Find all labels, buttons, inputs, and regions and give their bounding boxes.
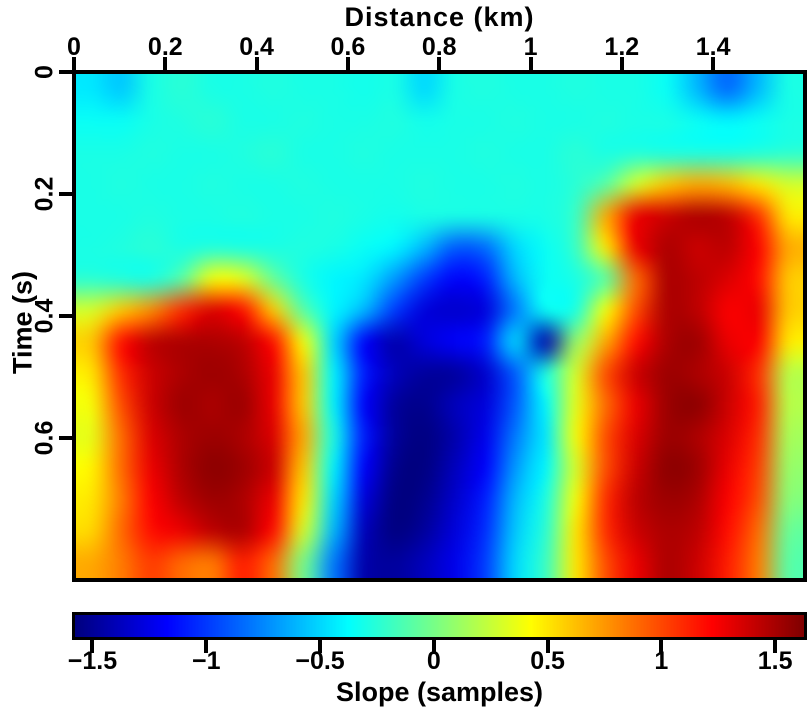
tick-mark bbox=[318, 640, 323, 653]
tick-mark bbox=[90, 640, 95, 653]
tick-mark bbox=[711, 57, 716, 70]
colorbar-canvas bbox=[75, 615, 804, 637]
tick-mark bbox=[431, 640, 436, 653]
tick-mark bbox=[59, 313, 72, 318]
x-tick-label: 1 bbox=[523, 33, 538, 61]
x-tick-label: 0 bbox=[67, 33, 81, 61]
tick-mark bbox=[545, 640, 550, 653]
x-tick-label: 0.2 bbox=[147, 33, 183, 61]
tick-mark bbox=[773, 640, 778, 653]
x-tick-label: 1.4 bbox=[695, 33, 731, 61]
colorbar-tick-label: 0.5 bbox=[530, 647, 565, 675]
heatmap-plot-area bbox=[72, 70, 807, 582]
tick-mark bbox=[59, 191, 72, 196]
tick-mark bbox=[619, 57, 624, 70]
colorbar bbox=[72, 612, 807, 640]
y-tick-label: 0.4 bbox=[30, 298, 59, 334]
y-tick-label: 0.2 bbox=[30, 176, 59, 212]
colorbar-tick-label: −1.5 bbox=[67, 647, 118, 675]
tick-mark bbox=[254, 57, 259, 70]
colorbar-tick-label: −1 bbox=[191, 647, 221, 675]
tick-mark bbox=[59, 435, 72, 440]
tick-mark bbox=[528, 57, 533, 70]
colorbar-title: Slope (samples) bbox=[335, 677, 544, 707]
y-tick-label: 0.6 bbox=[30, 420, 59, 456]
x-axis-title: Distance (km) bbox=[344, 2, 535, 32]
tick-mark bbox=[345, 57, 350, 70]
tick-mark bbox=[659, 640, 664, 653]
y-tick-label: 0 bbox=[30, 65, 59, 79]
tick-mark bbox=[59, 70, 72, 74]
tick-mark bbox=[204, 640, 209, 653]
x-tick-label: 0.6 bbox=[330, 33, 366, 61]
tick-mark bbox=[72, 57, 76, 70]
x-tick-label: 0.8 bbox=[421, 33, 457, 61]
tick-mark bbox=[163, 57, 168, 70]
colorbar-tick-label: −0.5 bbox=[295, 647, 345, 675]
heatmap-canvas bbox=[76, 74, 803, 578]
colorbar-tick-label: 0 bbox=[426, 647, 441, 675]
x-tick-label: 0.4 bbox=[239, 33, 274, 61]
colorbar-tick-label: 1 bbox=[654, 647, 669, 675]
x-tick-label: 1.2 bbox=[604, 33, 640, 61]
colorbar-tick-label: 1.5 bbox=[757, 647, 793, 675]
tick-mark bbox=[437, 57, 442, 70]
